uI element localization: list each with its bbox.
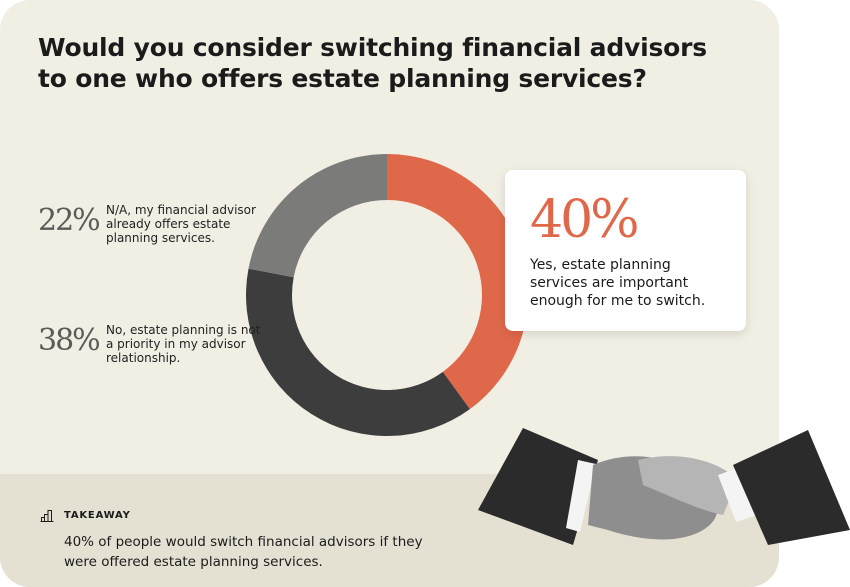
legend-label-no: No, estate planning is not a priority in…: [106, 323, 261, 365]
legend-pct-no: 38%: [38, 323, 101, 358]
callout-pct-yes: 40%: [530, 190, 640, 250]
takeaway-text: 40% of people would switch financial adv…: [64, 534, 423, 570]
callout-yes: 40% Yes, estate planning services are im…: [505, 170, 746, 331]
legend-item-no: 38% No, estate planning is not a priorit…: [38, 323, 266, 365]
legend-item-na: 22% N/A, my financial advisor already of…: [38, 203, 266, 245]
handshake-image: [478, 428, 850, 545]
takeaway-heading: TAKEAWAY: [64, 510, 131, 521]
legend-pct-na: 22%: [38, 203, 101, 238]
chart-title: Would you consider switching financial a…: [38, 33, 707, 93]
donut-slice-no: [246, 268, 470, 436]
legend-label-na: N/A, my financial advisor already offers…: [106, 203, 256, 245]
callout-label-yes: Yes, estate planning services are import…: [530, 257, 706, 309]
donut-slice-na: [248, 154, 387, 278]
donut-chart: [246, 154, 528, 436]
donut-slice-yes: [387, 154, 528, 410]
bar-chart-icon: [40, 510, 54, 522]
